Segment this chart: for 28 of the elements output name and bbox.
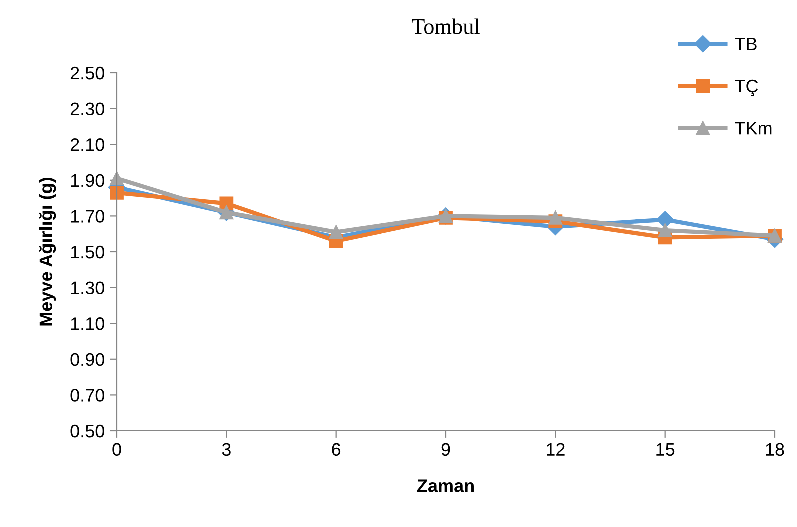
y-tick-label: 0.50 xyxy=(70,424,104,438)
legend-label: TÇ xyxy=(735,80,758,96)
y-tick-label: 0.70 xyxy=(70,389,104,402)
point xyxy=(548,211,563,225)
y-tick-label: 2.10 xyxy=(70,138,104,152)
y-tick-label: 2.30 xyxy=(70,102,104,116)
point xyxy=(656,211,674,228)
x-tick-label: 9 xyxy=(442,443,450,456)
y-axis-title: Meyve Ağırlığı (g) xyxy=(39,178,56,326)
y-tick-label: 0.90 xyxy=(70,353,104,366)
y-tick-label: 1.90 xyxy=(71,174,104,188)
x-tick-label: 12 xyxy=(547,443,565,456)
point xyxy=(329,225,344,240)
y-tick-label: 1.30 xyxy=(71,282,104,295)
point xyxy=(658,224,672,238)
x-tick-label: 3 xyxy=(222,443,231,456)
y-tick-label: 1.70 xyxy=(71,210,104,223)
y-tick-label: 1.10 xyxy=(71,318,104,330)
x-axis-title: Zaman xyxy=(417,480,474,492)
y-tick-label: 2.50 xyxy=(70,66,104,80)
chart-title: Tombul xyxy=(412,18,480,34)
x-tick-label: 15 xyxy=(656,443,675,456)
legend-label: TB xyxy=(735,38,757,50)
legend-label: TKm xyxy=(735,122,772,135)
x-tick-label: 6 xyxy=(332,443,341,456)
x-tick-label: 18 xyxy=(766,443,784,456)
x-tick-label: 0 xyxy=(112,443,122,456)
y-tick-label: 1.50 xyxy=(71,246,104,259)
